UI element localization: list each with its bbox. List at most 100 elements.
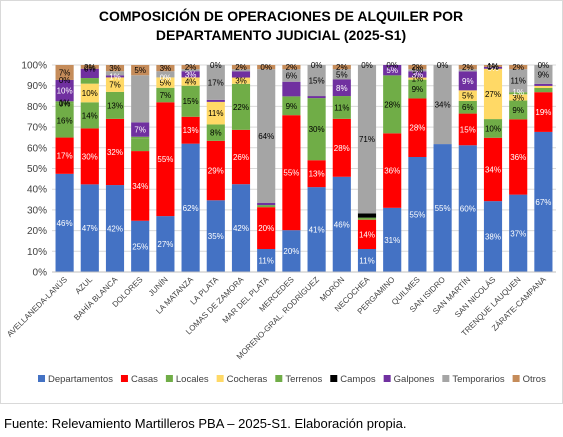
data-label: 3% [235,77,247,86]
bar-segment [131,138,150,152]
data-label: 28% [384,100,400,109]
data-label: 10% [82,89,98,98]
legend-label: Casas [131,374,158,385]
legend-label: Temporarios [452,374,505,385]
data-label: 1% [412,66,424,75]
y-tick-label: 80% [27,102,47,113]
data-label: 34% [132,182,148,191]
data-label: 5% [134,66,146,75]
data-label: 0% [538,61,550,70]
bar-segment [231,77,251,84]
data-label: 27% [485,90,501,99]
legend-swatch [330,375,338,382]
data-label: 64% [258,132,274,141]
y-tick-label: 90% [27,81,47,92]
data-label: 5% [336,70,348,79]
chart-frame: COMPOSICIÓN DE OPERACIONES DE ALQUILER P… [0,0,563,404]
bar-segment [105,65,125,72]
bar-segment [80,184,99,272]
bar-segment [408,79,427,99]
bar-segment [408,77,427,80]
bar-segment [55,173,74,272]
y-tick-label: 10% [27,247,47,258]
bar-segment [80,78,99,84]
data-label: 9% [462,77,474,86]
data-label: 46% [334,220,350,229]
legend-label: Campos [340,374,376,385]
data-label: 1% [512,88,524,97]
data-label: 19% [535,108,551,117]
bar-segment [509,194,528,272]
data-label: 17% [208,78,224,87]
data-label: 28% [409,124,425,133]
bar-segment [357,213,377,218]
data-label: 16% [57,116,73,125]
data-label: 3% [412,70,424,79]
bar-segment [534,85,553,88]
bar-segment [257,249,276,272]
bar-segment [534,131,553,272]
bar-segment [332,118,351,177]
bar-segment [307,96,326,99]
data-label: 7% [134,126,146,135]
bar-segment [231,129,251,185]
bar-segment [80,65,99,69]
legend-label: Otros [523,374,546,385]
bar-segment [131,151,150,221]
data-label: 0% [487,63,499,72]
bar-segment [55,137,74,174]
data-label: 3% [512,93,524,102]
data-label: 8% [210,129,222,138]
bar-segment [105,118,125,186]
bar-segment [181,77,200,86]
data-label: 17% [57,152,73,161]
bar-segment [231,184,251,272]
data-label: 55% [283,169,299,178]
bar-segment [156,77,175,88]
bar-segment [131,136,150,139]
data-label: 34% [435,101,451,110]
data-label: 2% [412,63,424,72]
bar-segment [55,79,74,102]
legend-swatch [275,375,283,382]
data-label: 2% [336,63,348,72]
bar-segment [206,101,225,125]
data-label: 20% [283,247,299,256]
data-label: 11% [258,257,273,266]
chart-title-line-2: DEPARTAMENTO JUDICIAL (2025-S1) [156,27,406,43]
bar-segment [408,98,427,157]
bar-segment [282,65,301,70]
data-label: 10% [57,87,73,96]
bar-segment [408,71,427,78]
bar-segment [206,124,225,141]
data-label: 0% [84,65,96,74]
bar-segment [534,83,553,86]
legend-swatch [442,375,450,382]
bar-segment [80,68,99,79]
bar-segment [156,216,175,272]
y-tick-label: 50% [27,164,47,175]
data-label: 42% [233,224,249,233]
bar-segment [357,217,377,220]
data-label: 15% [460,125,476,134]
bar-segment [105,71,125,76]
bar-segment [105,75,125,78]
legend-label: Terrenos [285,374,322,385]
bar-segment [181,116,200,144]
bar-segment [55,103,74,138]
data-label: 0% [361,61,373,70]
data-label: 1% [487,62,499,71]
bar-segment [458,145,477,272]
data-label: 30% [309,125,325,134]
bar-segment [509,119,528,195]
bar-segment [332,69,351,80]
bar-segment [408,157,427,272]
data-label: 2% [235,63,247,72]
bar-segment [408,65,427,70]
data-label: 1% [109,72,121,81]
data-label: 41% [309,226,325,235]
bar-segment [458,71,477,91]
bar-segment [55,101,74,104]
bar-segment [206,200,225,272]
data-label: 5% [462,92,474,101]
